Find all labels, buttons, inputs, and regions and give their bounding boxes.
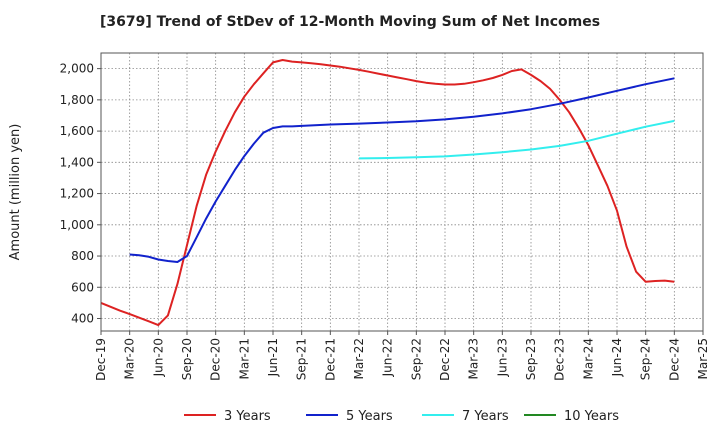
y-tick-label: 600 [71, 280, 94, 294]
y-tick-label: 1,200 [60, 187, 94, 201]
x-tick-label: Dec-24 [667, 338, 681, 381]
x-tick-label: Dec-20 [209, 338, 223, 381]
x-tick-label: Dec-22 [438, 338, 452, 381]
x-tick-label: Dec-21 [323, 338, 337, 381]
legend-label-7-years: 7 Years [462, 409, 509, 424]
grid [100, 53, 704, 331]
y-tick-label: 1,600 [60, 124, 94, 138]
x-tick-label: Sep-23 [524, 338, 538, 380]
y-tick-label: 1,800 [60, 93, 94, 107]
plot-area-frame [100, 52, 704, 332]
x-tick-label: Mar-24 [581, 338, 595, 379]
legend-label-10-years: 10 Years [564, 409, 619, 424]
y-axis-ticks: 400 600 800 1,000 1,200 1,400 1,600 1,800 2,000 [60, 62, 101, 326]
series-line-7-years [358, 119, 675, 160]
x-tick-label: Dec-19 [94, 338, 108, 381]
x-tick-label: Mar-22 [352, 338, 366, 379]
x-tick-label: Dec-23 [553, 338, 567, 381]
x-tick-label: Jun-21 [266, 338, 280, 377]
chart-title: [3679] Trend of StDev of 12-Month Moving… [100, 14, 601, 30]
legend: 3 Years 5 Years 7 Years 10 Years [184, 409, 619, 424]
series-line-3-years [100, 59, 675, 327]
y-tick-label: 1,400 [60, 155, 94, 169]
y-tick-label: 1,000 [60, 218, 94, 232]
x-tick-label: Mar-20 [123, 338, 137, 379]
x-tick-label: Sep-21 [295, 338, 309, 380]
x-axis-ticks: Dec-19 Mar-20 Jun-20 Sep-20 Dec-20 Mar-21 Jun-… [94, 331, 710, 381]
x-tick-label: Mar-21 [237, 338, 251, 379]
legend-label-5-years: 5 Years [346, 409, 393, 424]
series-lines [100, 59, 675, 327]
x-tick-label: Jun-22 [381, 338, 395, 377]
x-tick-label: Sep-22 [409, 338, 423, 380]
y-tick-label: 2,000 [60, 62, 94, 76]
x-tick-label: Sep-24 [639, 338, 653, 380]
legend-label-3-years: 3 Years [224, 409, 271, 424]
y-tick-label: 800 [71, 249, 94, 263]
series-line-5-years [129, 77, 675, 263]
x-tick-label: Mar-25 [696, 338, 710, 379]
x-tick-label: Jun-20 [151, 338, 165, 377]
x-tick-label: Mar-23 [467, 338, 481, 379]
x-tick-label: Sep-20 [180, 338, 194, 380]
x-tick-label: Jun-23 [495, 338, 509, 377]
y-tick-label: 400 [71, 312, 94, 326]
x-tick-label: Jun-24 [610, 338, 624, 377]
y-axis-title: Amount (million yen) [8, 124, 23, 261]
